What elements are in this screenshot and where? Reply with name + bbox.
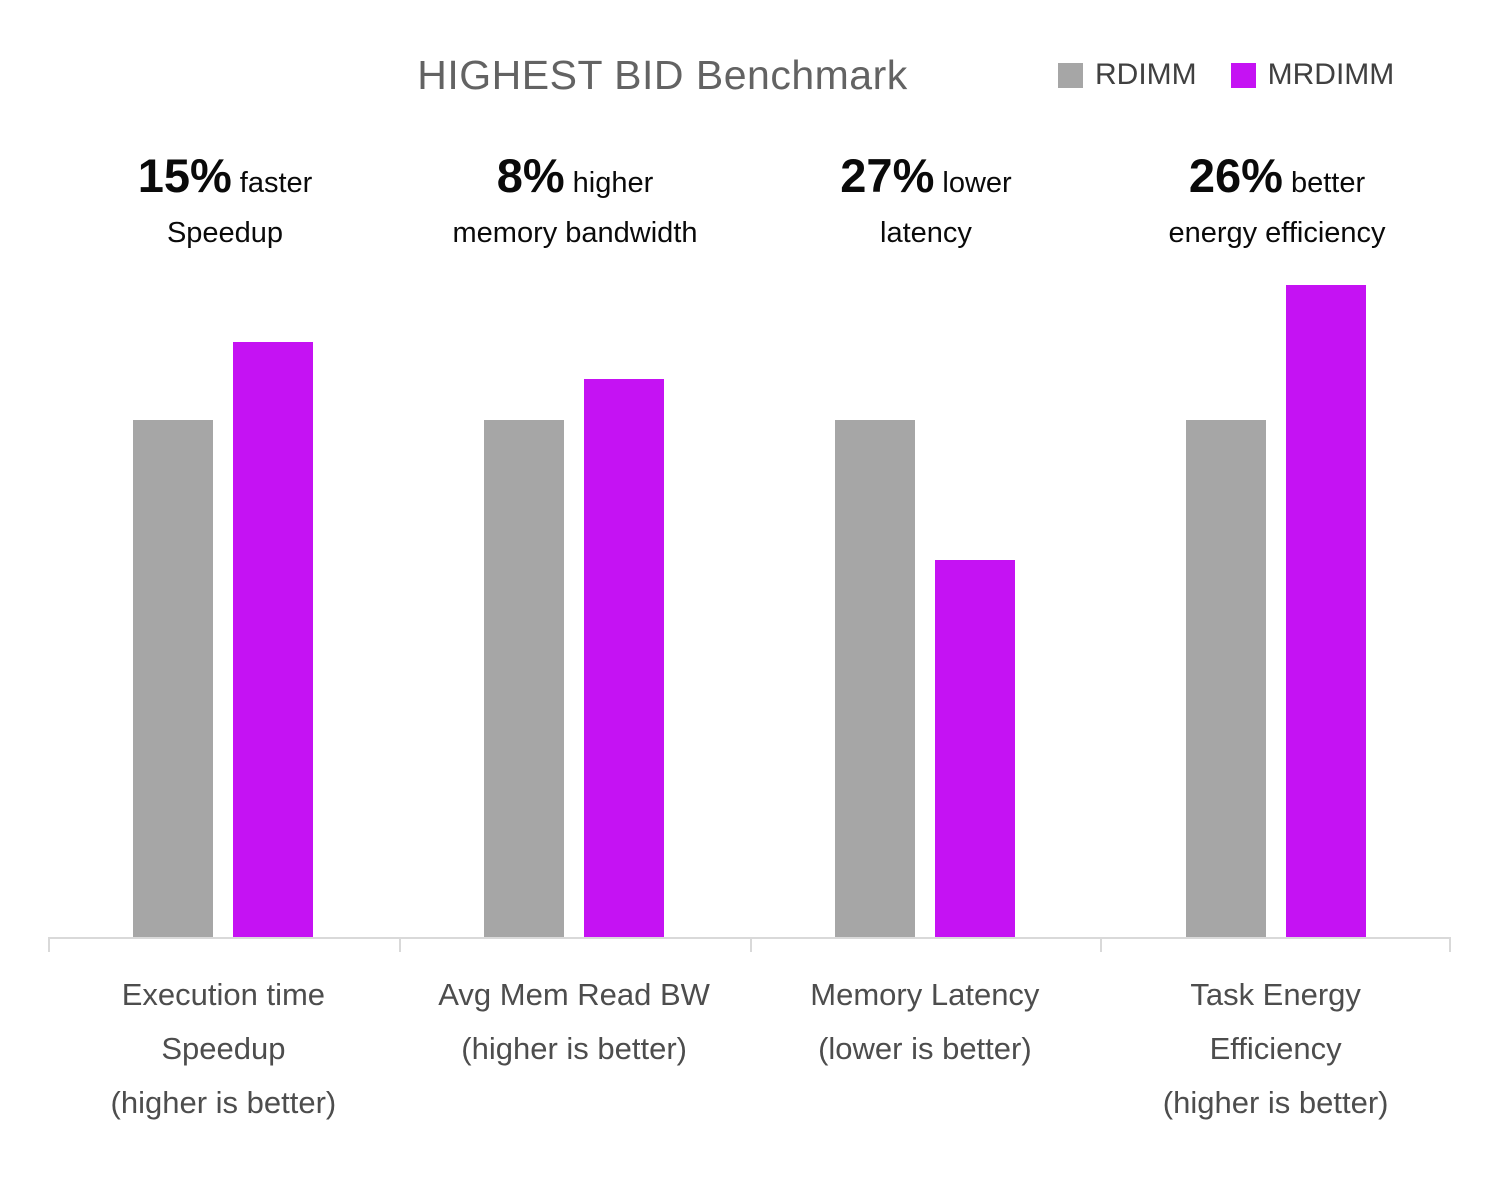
category-label-2: Avg Mem Read BW (higher is better) [399, 968, 750, 1130]
category-label-4: Task Energy Efficiency (higher is better) [1100, 968, 1451, 1130]
legend-label-mrdimm: MRDIMM [1267, 58, 1395, 91]
rdimm-swatch-icon [1058, 62, 1083, 88]
axis-tick [1100, 937, 1102, 952]
category-label-line: Task Energy [1190, 977, 1361, 1012]
category-label-line: Efficiency [1209, 1031, 1342, 1066]
rdimm-bar [1185, 420, 1266, 938]
annotation-line2: memory bandwidth [452, 217, 698, 249]
legend-label-rdimm: RDIMM [1095, 58, 1197, 91]
x-axis-ticks [48, 937, 1451, 953]
category-label-line: Execution time [121, 977, 326, 1012]
mrdimm-bar [584, 379, 665, 938]
category-label-line: (higher is better) [461, 1031, 687, 1066]
legend-item-mrdimm: MRDIMM [1230, 58, 1395, 92]
annotation-line2: Speedup [166, 217, 284, 249]
category-label-line: (higher is better) [1162, 1085, 1389, 1120]
category-label-line: Memory Latency [810, 977, 1040, 1012]
annotation-word: higher [572, 167, 654, 199]
axis-tick [1449, 937, 1451, 952]
bar-group-2 [399, 278, 750, 938]
mrdimm-bar [1285, 285, 1366, 938]
axis-tick [48, 937, 50, 952]
bar-group-1 [48, 278, 399, 938]
category-label-1: Execution time Speedup (higher is better) [48, 968, 399, 1130]
annotation-line1: 8% higher [355, 148, 795, 203]
category-label-line: (higher is better) [110, 1085, 337, 1120]
category-label-line: Speedup [161, 1031, 286, 1066]
bar-group-4 [1100, 278, 1451, 938]
bar-group-3 [750, 278, 1101, 938]
category-label-line: (lower is better) [818, 1031, 1032, 1066]
rdimm-bar [834, 420, 915, 938]
annotation-energy: 26% better energy efficiency [1057, 148, 1497, 250]
annotation-line1: 26% better [1057, 148, 1497, 203]
annotation-word: faster [239, 167, 313, 199]
rdimm-bar [133, 420, 214, 938]
x-axis-line [48, 937, 1451, 939]
annotation-word: lower [942, 167, 1012, 199]
annotation-line2: energy efficiency [1168, 217, 1386, 249]
category-label-3: Memory Latency (lower is better) [750, 968, 1101, 1130]
axis-tick [399, 937, 401, 952]
annotation-percent: 27% [840, 149, 935, 202]
rdimm-bar [484, 420, 565, 938]
annotation-line1: 15% faster [5, 148, 445, 203]
annotation-percent: 8% [496, 149, 565, 202]
annotation-speedup: 15% faster Speedup [5, 148, 445, 250]
legend-item-rdimm: RDIMM [1058, 58, 1197, 92]
mrdimm-swatch-icon [1230, 62, 1256, 88]
annotation-percent: 26% [1188, 149, 1283, 202]
annotation-line2: latency [880, 217, 972, 249]
annotation-latency: 27% lower latency [706, 148, 1146, 250]
x-axis-labels: Execution time Speedup (higher is better) A… [48, 968, 1451, 1130]
chart-legend: RDIMM MRDIMM [1058, 58, 1394, 92]
chart-title: HIGHEST BID Benchmark [417, 52, 908, 98]
annotation-percent: 15% [137, 149, 232, 202]
annotation-word: better [1290, 167, 1366, 199]
plot-area [48, 278, 1451, 938]
mrdimm-bar [934, 560, 1015, 938]
category-label-line: Avg Mem Read BW [438, 977, 710, 1012]
annotation-bandwidth: 8% higher memory bandwidth [355, 148, 795, 250]
mrdimm-bar [233, 342, 314, 938]
axis-tick [750, 937, 752, 952]
annotation-line1: 27% lower [706, 148, 1146, 203]
